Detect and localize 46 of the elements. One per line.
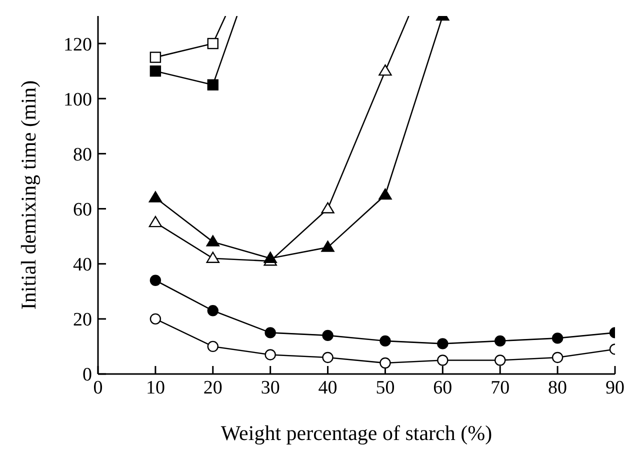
x-axis-title: Weight percentage of starch (%) [220,421,492,445]
x-tick-label: 20 [203,377,222,398]
y-tick-label: 40 [73,254,92,276]
point [437,354,448,366]
point [322,330,334,342]
point [264,327,276,338]
point [321,202,334,214]
x-tick-label: 40 [318,377,338,398]
point [206,235,220,246]
x-tick-label: 10 [146,377,165,398]
point [264,349,276,360]
point [206,252,220,263]
point [207,38,218,50]
point [378,64,392,76]
point [321,240,334,252]
x-tick-label: 50 [376,377,395,398]
y-tick-label: 60 [73,200,92,221]
y-tick-label: 100 [64,89,92,110]
x-tick-label: 60 [433,377,452,398]
point [150,52,162,63]
point [494,335,506,347]
point [437,338,448,350]
point [494,354,506,366]
point [264,252,277,263]
x-tick-label: 70 [490,377,510,398]
point [150,274,162,286]
x-tick-label: 80 [548,377,568,398]
point [552,332,564,344]
point [552,352,564,364]
point [380,357,391,369]
point [148,216,162,228]
y-tick-label: 80 [73,144,92,166]
x-tick-label: 90 [606,377,624,398]
y-tick-label: 120 [64,34,92,56]
point [148,191,162,202]
x-tick-label: 30 [260,377,280,398]
point [150,65,162,77]
point [322,352,334,364]
point [207,305,218,316]
point [207,340,218,352]
point [207,79,218,90]
point [380,335,391,347]
point [150,313,162,325]
y-tick-label: 20 [73,310,92,331]
point [378,188,392,200]
y-axis-title: Initial demixing time (min) [16,80,40,310]
